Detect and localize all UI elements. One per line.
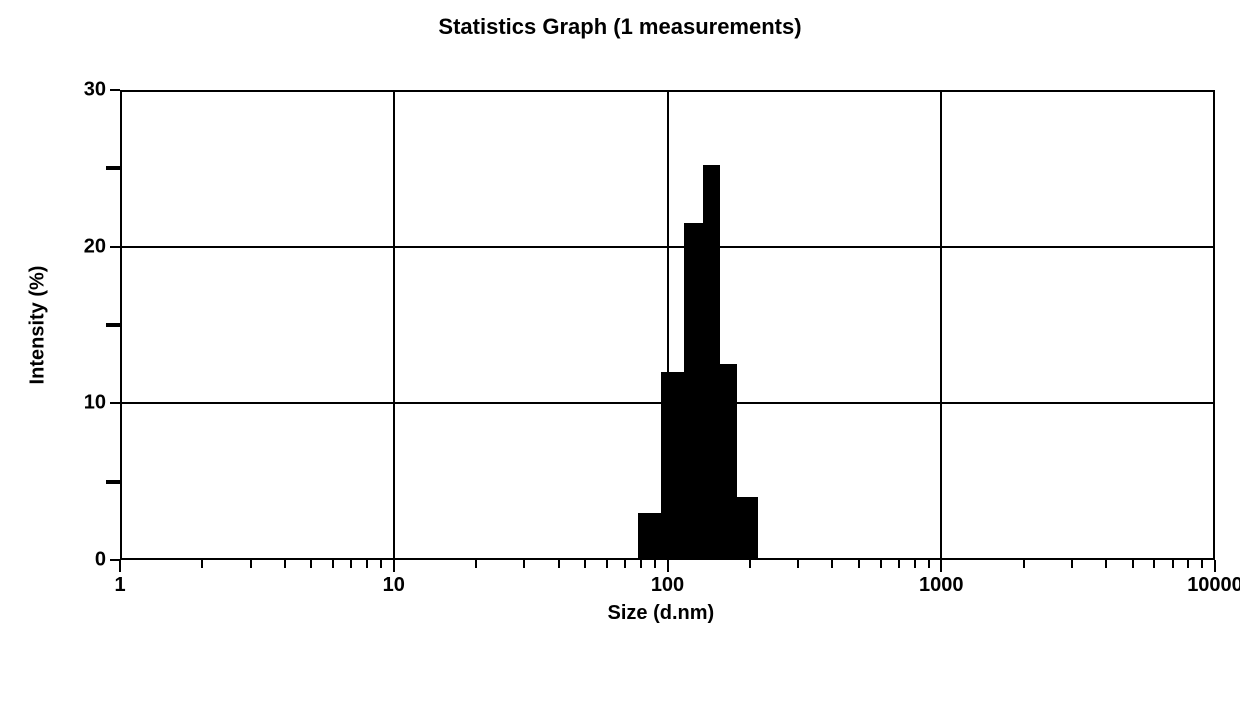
x-minor-tick xyxy=(350,560,352,568)
x-minor-tick xyxy=(831,560,833,568)
x-minor-tick xyxy=(584,560,586,568)
x-minor-tick xyxy=(1153,560,1155,568)
x-tick-label: 10 xyxy=(383,574,405,597)
x-minor-tick xyxy=(332,560,334,568)
x-major-tick xyxy=(393,560,395,572)
x-minor-tick xyxy=(250,560,252,568)
x-minor-tick xyxy=(1187,560,1189,568)
x-minor-tick xyxy=(1201,560,1203,568)
y-tick-label: 10 xyxy=(72,392,106,415)
x-minor-tick xyxy=(654,560,656,568)
x-major-tick xyxy=(940,560,942,572)
y-major-tick xyxy=(110,246,120,248)
histogram-bar xyxy=(720,364,738,560)
grid-line-vertical xyxy=(393,90,395,560)
x-minor-tick xyxy=(1172,560,1174,568)
x-minor-tick xyxy=(880,560,882,568)
histogram-bar xyxy=(661,372,684,560)
x-minor-tick xyxy=(858,560,860,568)
histogram-bar xyxy=(684,223,703,560)
x-minor-tick xyxy=(624,560,626,568)
x-minor-tick xyxy=(1023,560,1025,568)
x-major-tick xyxy=(667,560,669,572)
y-minor-tick xyxy=(106,323,120,327)
grid-line-vertical xyxy=(940,90,942,560)
x-tick-label: 1000 xyxy=(919,574,964,597)
x-major-tick xyxy=(1214,560,1216,572)
x-tick-label: 10000 xyxy=(1187,574,1240,597)
plot-area xyxy=(120,90,1215,560)
y-axis-label: Intensity (%) xyxy=(27,266,50,385)
y-major-tick xyxy=(110,402,120,404)
x-minor-tick xyxy=(898,560,900,568)
x-axis-label: Size (d.nm) xyxy=(608,602,715,625)
x-minor-tick xyxy=(928,560,930,568)
x-minor-tick xyxy=(558,560,560,568)
x-minor-tick xyxy=(797,560,799,568)
x-minor-tick xyxy=(366,560,368,568)
x-minor-tick xyxy=(1132,560,1134,568)
x-major-tick xyxy=(119,560,121,572)
x-minor-tick xyxy=(749,560,751,568)
x-minor-tick xyxy=(310,560,312,568)
x-minor-tick xyxy=(523,560,525,568)
histogram-bar xyxy=(638,513,661,560)
histogram-bar xyxy=(703,165,719,560)
y-tick-label: 20 xyxy=(72,235,106,258)
x-minor-tick xyxy=(914,560,916,568)
x-minor-tick xyxy=(1105,560,1107,568)
grid-line-horizontal xyxy=(120,246,1215,248)
x-tick-label: 1 xyxy=(114,574,125,597)
x-minor-tick xyxy=(606,560,608,568)
x-tick-label: 100 xyxy=(651,574,684,597)
y-minor-tick xyxy=(106,480,120,484)
y-minor-tick xyxy=(106,166,120,170)
y-major-tick xyxy=(110,559,120,561)
chart-title: Statistics Graph (1 measurements) xyxy=(0,14,1240,40)
x-minor-tick xyxy=(640,560,642,568)
y-major-tick xyxy=(110,89,120,91)
x-minor-tick xyxy=(201,560,203,568)
histogram-bar xyxy=(737,497,758,560)
y-tick-label: 30 xyxy=(72,79,106,102)
x-minor-tick xyxy=(284,560,286,568)
x-minor-tick xyxy=(1071,560,1073,568)
x-minor-tick xyxy=(475,560,477,568)
x-minor-tick xyxy=(380,560,382,568)
y-tick-label: 0 xyxy=(72,549,106,572)
